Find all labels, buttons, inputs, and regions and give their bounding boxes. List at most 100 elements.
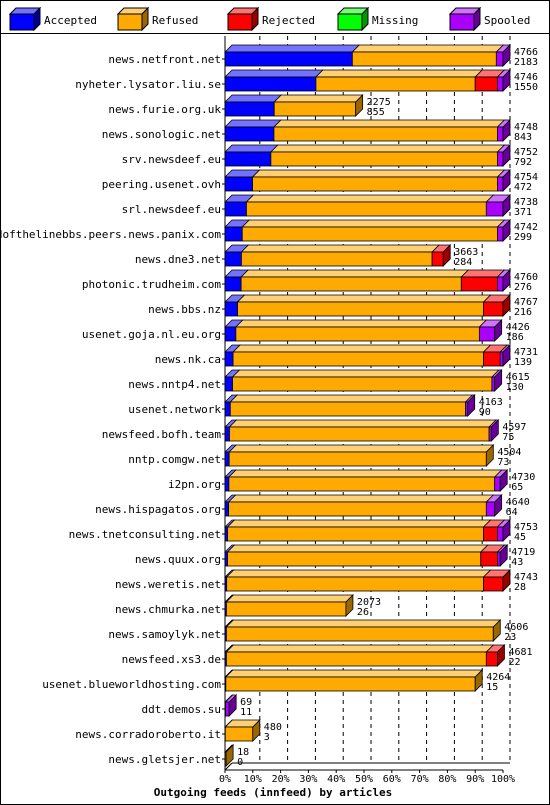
bar-4-spooled-side [502,144,511,167]
bar-1-spooled [497,76,504,92]
x-tick-label-10: 100% [491,774,515,785]
bar-17-refused [228,476,496,492]
value-label-accepted-18: 64 [506,507,518,518]
bar-12-refused [232,351,484,367]
bar-18-refused [228,501,487,517]
bar-0-spooled [495,51,504,67]
bar-15-spooled-side [490,419,499,442]
bar-11-spooled [478,326,496,342]
bar-8-refused-top [240,244,441,253]
category-label-15: newsfeed.bofh.team [102,428,222,441]
bar-14-refused [229,401,466,417]
bar-3-spooled-side [502,119,511,142]
x-tick-label-4: 40% [327,774,345,785]
bar-16-accepted [224,451,230,467]
bar-26-spooled-side [228,694,237,717]
bar-11-spooled-side [494,319,503,342]
bar-6-refused [246,201,487,217]
bar-6-spooled [485,201,504,217]
value-label-offered-1: 4746 [514,72,538,83]
bar-3-refused-top [272,119,506,128]
value-label-accepted-4: 792 [514,157,532,168]
bar-18-refused-top [227,494,495,503]
category-label-26: ddt.demos.su [142,703,221,716]
bar-17-refused-top [227,469,503,478]
value-label-accepted-24: 22 [508,657,520,668]
value-label-offered-6: 4738 [514,197,538,208]
bar-9-spooled [497,276,504,292]
bar-18-spooled-side [494,494,503,517]
bar-17-accepted [224,476,230,492]
bar-13-accepted [224,376,233,392]
category-label-19: news.tnetconsulting.net [69,528,221,541]
category-label-1: nyheter.lysator.liu.se [75,78,221,91]
bar-1-refused-top [314,69,484,78]
value-label-offered-11: 4426 [506,322,530,333]
value-label-offered-8: 3663 [454,247,478,258]
bar-8-rejected [431,251,444,267]
bar-13-refused-top [231,369,500,378]
value-label-accepted-9: 276 [514,282,532,293]
x-tick-label-8: 80% [438,774,456,785]
bar-1-spooled-side [502,69,511,92]
x-tick-label-0: 0% [219,774,231,785]
value-label-offered-27: 480 [264,722,282,733]
category-label-8: news.dne3.net [135,253,221,266]
bar-25-refused-top [224,669,484,678]
bar-7-spooled-side [502,219,511,242]
value-label-offered-4: 4752 [514,147,538,158]
legend-item-refused [116,6,150,32]
value-label-accepted-27: 3 [264,732,270,743]
bar-21-rejected-side [502,569,511,592]
bar-17-spooled-side [499,469,508,492]
bar-19-spooled-side [502,519,511,542]
category-label-27: news.corradoroberto.it [75,728,221,741]
bar-27-refused [224,726,254,742]
bar-22-refused-side [345,594,354,617]
bar-5-refused-top [251,169,506,178]
bar-19-refused [227,526,484,542]
bar-22-refused [225,601,347,617]
bar-28-refused-side [225,744,234,767]
value-label-offered-16: 4504 [497,447,521,458]
value-label-accepted-15: 75 [502,432,514,443]
bar-1-accepted-top [224,69,324,78]
category-label-23: news.samoylyk.net [108,628,221,641]
value-label-accepted-3: 843 [514,132,532,143]
legend-item-missing [336,6,370,32]
value-label-offered-17: 4730 [511,472,535,483]
value-label-accepted-5: 472 [514,182,532,193]
value-label-offered-5: 4754 [514,172,538,183]
category-label-7: endofthelinebbs.peers.news.panix.com [0,228,221,241]
bar-0-refused-top [351,44,505,53]
bar-6-spooled-side [502,194,511,217]
bar-26-spooled [225,701,230,717]
bar-0-refused [351,51,497,67]
bar-10-accepted [224,301,238,317]
bar-7-refused [241,226,498,242]
bar-12-refused-top [232,344,492,353]
bar-15-accepted [224,426,230,442]
bar-4-accepted [224,151,272,167]
value-label-accepted-6: 371 [514,207,532,218]
bar-2-refused-top [273,94,364,103]
bar-15-refused-top [228,419,498,428]
bar-2-refused-side [355,94,364,117]
bar-9-refused [240,276,462,292]
category-label-24: newsfeed.xs3.de [122,653,221,666]
value-label-offered-3: 4748 [514,122,538,133]
bar-3-accepted [224,126,275,142]
value-label-offered-13: 4615 [506,372,530,383]
bar-4-refused [270,151,498,167]
bar-7-spooled [497,226,504,242]
value-label-accepted-10: 216 [514,307,532,318]
axis-depth [224,762,233,771]
bar-18-spooled [485,501,496,517]
category-label-21: news.weretis.net [115,578,221,591]
bar-9-accepted [224,276,242,292]
value-label-accepted-25: 15 [486,682,498,693]
x-tick-label-7: 70% [411,774,429,785]
value-label-accepted-12: 139 [514,357,532,368]
bar-7-refused-top [241,219,506,228]
x-tick-label-6: 60% [383,774,401,785]
